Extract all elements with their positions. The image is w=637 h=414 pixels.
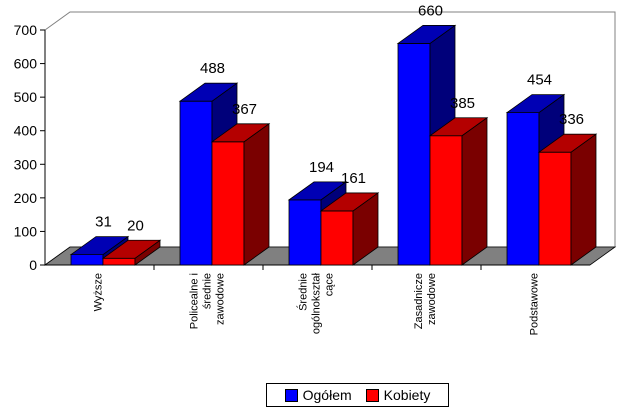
bar-top [101,239,162,259]
legend-item-ogolem: Ogółem [284,387,352,403]
x-tick-label: Wyższe [93,273,105,311]
data-label: 488 [200,60,225,77]
bar-front [70,254,104,266]
legend-swatch-ogolem [284,388,298,402]
y-tick-label: 700 [14,22,38,38]
bar-front [538,151,572,266]
bar-top [396,25,457,44]
y-tick-label: 600 [14,56,38,72]
data-label: 336 [559,111,584,128]
legend-item-kobiety: Kobiety [365,387,431,403]
bar-front [102,257,136,266]
data-label: 385 [450,95,475,112]
y-tick-label: 0 [29,257,37,273]
data-label: 660 [418,2,443,19]
bar-front [211,141,245,266]
y-tick-label: 300 [14,156,38,172]
bar-top [505,94,566,113]
data-label: 454 [527,72,552,89]
bar-front [179,100,213,266]
x-tick-label: Średnieogólnokształcące [297,272,336,334]
data-label: 367 [232,101,257,118]
y-tick-label: 200 [14,190,38,206]
bar-side [243,123,270,266]
y-tick-label: 100 [14,223,38,239]
bar-top [210,123,271,143]
bar-front [397,43,431,266]
y-tick-label: 500 [14,89,38,105]
legend-label-kobiety: Kobiety [383,387,431,403]
x-tick-label: Podstawowe [529,273,541,335]
bar-top [537,133,598,153]
bar-top [178,82,239,102]
data-label: 20 [127,217,144,234]
bar-top [319,192,380,212]
bar-front [288,199,322,266]
bar-top [287,181,348,201]
bar-top [69,236,130,255]
y-tick-label: 400 [14,123,38,139]
bar-top [428,117,489,137]
bar-front [429,135,463,266]
x-tick-label: Policealne iśredniezawodowe [189,273,227,329]
data-label: 194 [309,159,334,176]
legend-label-ogolem: Ogółem [302,387,352,403]
data-label: 161 [341,170,366,187]
bar-front [320,210,354,266]
bar-front [506,112,540,266]
x-tick-label: Zasadniczezawodowe [413,273,438,329]
chart-legend: Ogółem Kobiety [266,383,449,407]
data-label: 31 [95,214,112,231]
bar-side [461,116,488,266]
legend-swatch-kobiety [365,388,379,402]
bar-side [570,133,597,266]
